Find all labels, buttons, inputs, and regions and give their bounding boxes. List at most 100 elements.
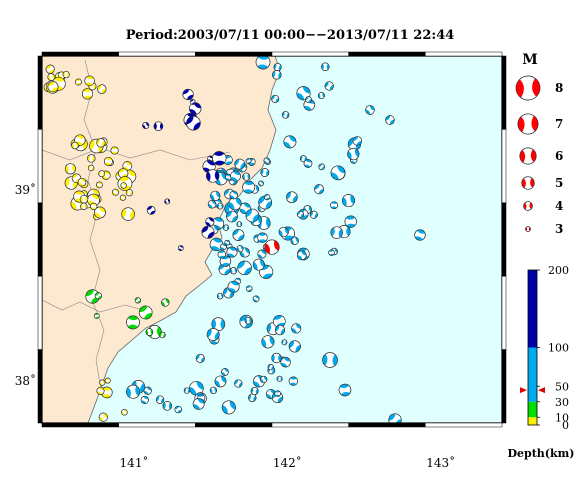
earthquake-mechanism xyxy=(138,305,153,320)
earthquake-mechanism xyxy=(237,260,252,276)
earthquake-mechanism xyxy=(257,249,267,259)
earthquake-mechanism xyxy=(121,207,135,221)
earthquake-mechanism xyxy=(209,386,217,394)
earthquake-mechanism xyxy=(245,208,260,223)
prefecture-boundary xyxy=(42,299,151,313)
earthquake-mechanism xyxy=(236,245,244,253)
earthquake-mechanism xyxy=(330,201,338,210)
map-title: Period:2003/07/11 00:00−−2013/07/11 22:4… xyxy=(125,28,455,43)
earthquake-mechanism xyxy=(221,368,229,376)
earthquake-mechanism xyxy=(234,158,246,170)
earthquake-mechanism xyxy=(258,180,264,187)
earthquake-mechanism xyxy=(324,81,334,91)
earthquake-mechanism xyxy=(286,191,298,203)
earthquake-mechanism xyxy=(244,317,252,325)
earthquake-mechanism xyxy=(261,335,275,349)
earthquake-mechanism xyxy=(297,210,304,218)
earthquake-mechanism xyxy=(229,267,238,275)
earthquake-mechanism xyxy=(80,202,88,210)
depth-tick-label: 30 xyxy=(555,396,569,409)
earthquake-mechanism xyxy=(217,250,226,259)
earthquake-mechanism xyxy=(212,151,227,166)
earthquake-mechanism xyxy=(153,121,164,131)
earthquake-mechanism xyxy=(143,386,152,395)
earthquake-mechanism xyxy=(110,146,119,155)
magnitude-legend-label: 8 xyxy=(555,81,563,95)
earthquake-mechanism xyxy=(273,63,282,72)
earthquake-mechanism xyxy=(186,115,201,131)
earthquake-mechanism xyxy=(242,180,256,194)
earthquake-mechanism xyxy=(125,189,133,197)
earthquake-mechanism xyxy=(226,210,238,223)
earthquake-mechanism xyxy=(274,390,281,397)
earthquake-mechanism xyxy=(385,115,395,125)
earthquake-mechanism xyxy=(242,172,251,181)
earthquake-mechanism xyxy=(45,64,55,74)
earthquake-mechanism xyxy=(257,232,268,243)
earthquake-mechanism xyxy=(177,245,184,251)
earthquake-mechanism xyxy=(272,70,282,80)
depth-tick-label: 10 xyxy=(555,411,569,424)
depth-color-band xyxy=(528,347,537,402)
earthquake-mechanism xyxy=(245,158,252,164)
magnitude-legend-label: 5 xyxy=(555,176,563,190)
magnitude-legend-label: 4 xyxy=(555,199,563,213)
earthquake-mechanism xyxy=(239,202,251,214)
magnitude-legend-symbol xyxy=(519,147,537,165)
earthquake-mechanism xyxy=(98,170,106,178)
earthquake-mechanism xyxy=(245,285,253,292)
earthquake-mechanism xyxy=(209,237,224,252)
depth-color-band xyxy=(528,270,537,348)
earthquake-mechanism xyxy=(281,111,290,119)
earthquake-mechanism xyxy=(305,96,312,103)
highlighted-earthquake xyxy=(264,239,280,255)
earthquake-mechanism xyxy=(314,184,325,195)
earthquake-mechanism xyxy=(296,250,307,261)
earthquake-mechanism xyxy=(264,194,271,201)
earthquake-mechanism xyxy=(210,190,221,201)
depth-tick-label: 100 xyxy=(548,342,569,355)
depth-color-band xyxy=(528,401,537,418)
earthquake-mechanism xyxy=(47,81,59,93)
earthquake-mechanism xyxy=(140,395,149,404)
depth-tick-label: 200 xyxy=(548,264,569,277)
earthquake-mechanism xyxy=(236,221,243,228)
longitude-labels: 141˚ 142˚ 143˚ xyxy=(120,455,456,470)
longitude-tick-label: 142˚ xyxy=(273,455,302,470)
earthquake-mechanism xyxy=(303,159,313,168)
earthquake-mechanism xyxy=(84,75,95,87)
magnitude-legend-symbol xyxy=(521,176,535,190)
longitude-tick-label: 143˚ xyxy=(426,455,455,470)
magnitude-legend-symbol xyxy=(523,201,533,211)
earthquake-mechanism xyxy=(260,168,270,177)
earthquake-mechanism xyxy=(260,375,268,384)
earthquake-mechanism xyxy=(230,170,241,182)
earthquake-mechanism xyxy=(205,217,215,227)
earthquake-mechanism xyxy=(338,383,352,397)
earthquake-mechanism xyxy=(276,375,283,382)
earthquake-mechanism xyxy=(96,138,106,148)
earthquake-mechanism xyxy=(216,202,224,210)
earthquake-mechanism xyxy=(142,122,150,129)
earthquake-mechanism xyxy=(195,353,205,363)
magnitude-legend-label: 6 xyxy=(555,149,563,163)
earthquake-mechanism xyxy=(87,154,96,163)
earthquake-mechanism xyxy=(263,157,271,164)
earthquake-mechanism xyxy=(248,393,257,402)
earthquake-mechanism xyxy=(280,357,291,368)
earthquake-mechanism xyxy=(296,86,311,101)
earthquake-mechanism xyxy=(283,135,297,149)
earthquake-mechanism xyxy=(365,105,375,115)
earthquake-mechanism xyxy=(77,177,87,187)
earthquake-mechanism xyxy=(278,226,289,238)
earthquake-mechanism xyxy=(162,401,173,411)
earthquake-mechanism xyxy=(330,226,343,239)
earthquake-mechanism xyxy=(220,243,227,251)
earthquake-mechanism xyxy=(321,62,330,71)
earthquake-mechanism xyxy=(81,88,94,100)
earthquake-mechanism xyxy=(103,156,113,166)
earthquake-mechanism xyxy=(342,194,355,208)
earthquake-mechanism xyxy=(126,315,140,330)
earthquake-mechanism xyxy=(239,247,250,258)
earthquake-mechanism xyxy=(159,331,166,339)
